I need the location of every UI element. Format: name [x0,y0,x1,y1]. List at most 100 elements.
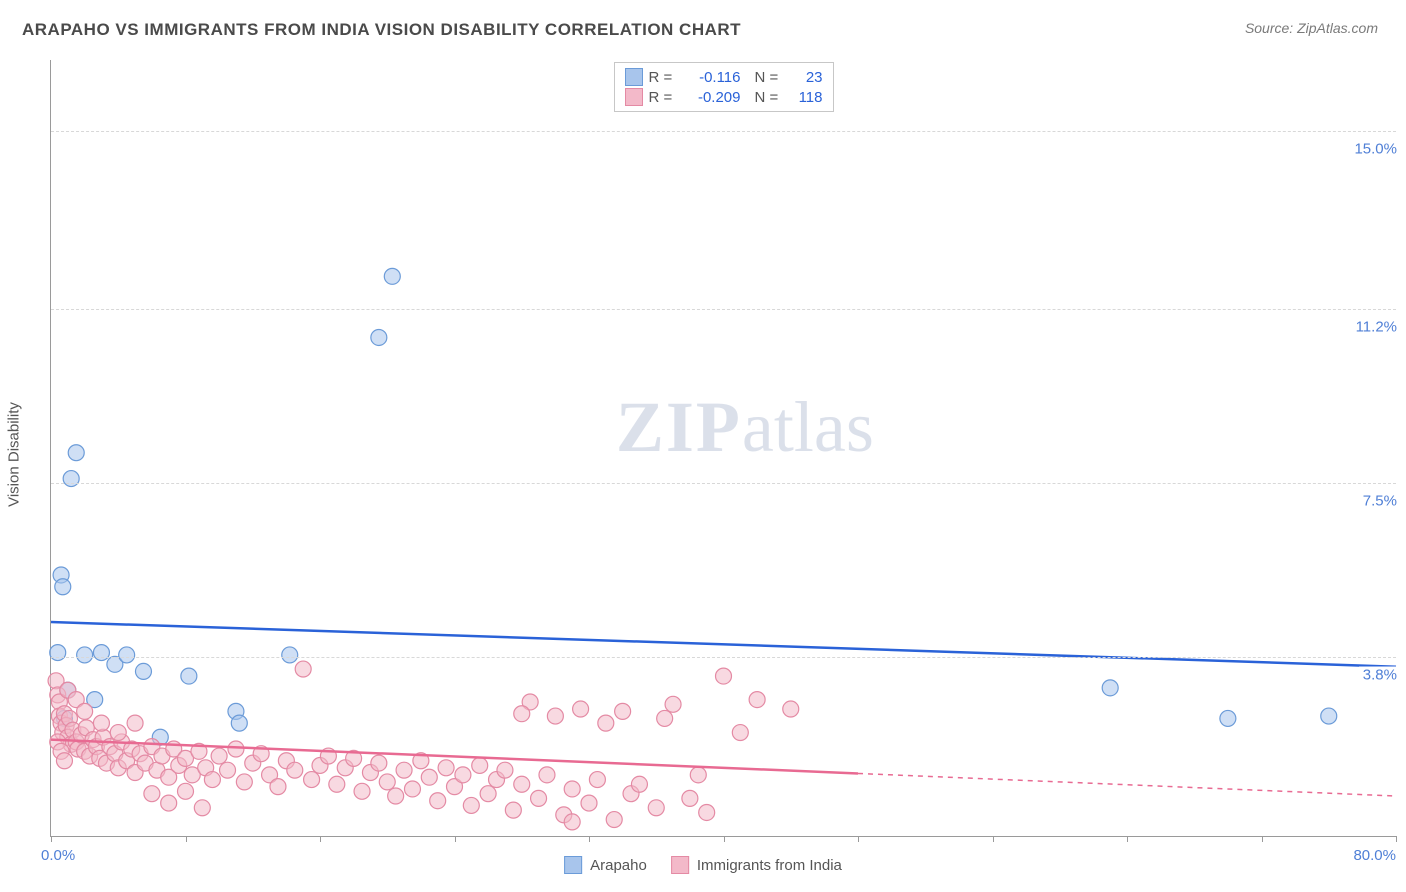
data-point [379,774,395,790]
trend-line-extrapolated [858,773,1396,796]
data-point [1220,710,1236,726]
series-legend: Arapaho Immigrants from India [564,856,842,874]
data-point [231,715,247,731]
data-point [455,767,471,783]
data-point [93,715,109,731]
x-tick [455,836,456,842]
data-point [531,790,547,806]
data-point [547,708,563,724]
data-point [648,800,664,816]
x-axis-max-label: 80.0% [1353,847,1396,864]
x-tick [724,836,725,842]
data-point [699,804,715,820]
x-axis-min-label: 0.0% [41,847,75,864]
trend-line [51,622,1396,667]
x-tick [51,836,52,842]
data-point [505,802,521,818]
x-tick [993,836,994,842]
data-point [564,781,580,797]
legend-item: Arapaho [564,856,647,874]
data-point [665,696,681,712]
data-point [657,710,673,726]
x-tick [589,836,590,842]
data-point [354,783,370,799]
scatter-plot-svg [51,60,1396,836]
data-point [194,800,210,816]
data-point [396,762,412,778]
data-point [606,812,622,828]
data-point [220,762,236,778]
data-point [161,795,177,811]
data-point [77,647,93,663]
data-point [270,779,286,795]
data-point [1321,708,1337,724]
data-point [430,793,446,809]
data-point [514,706,530,722]
chart-title: ARAPAHO VS IMMIGRANTS FROM INDIA VISION … [22,20,741,40]
y-tick-label: 3.8% [1359,667,1401,684]
data-point [287,762,303,778]
legend-series-name: Immigrants from India [697,857,842,874]
chart-plot-area: ZIPatlas R =-0.116N =23R =-0.209N =118 0… [50,60,1396,837]
legend-series-name: Arapaho [590,857,647,874]
data-point [1102,680,1118,696]
data-point [564,814,580,830]
data-point [282,647,298,663]
data-point [56,753,72,769]
data-point [514,776,530,792]
data-point [329,776,345,792]
data-point [304,772,320,788]
data-point [127,715,143,731]
data-point [236,774,252,790]
grid-line [51,483,1396,484]
data-point [682,790,698,806]
data-point [68,445,84,461]
data-point [690,767,706,783]
data-point [631,776,647,792]
data-point [211,748,227,764]
data-point [404,781,420,797]
data-point [384,268,400,284]
data-point [463,797,479,813]
data-point [438,760,454,776]
data-point [598,715,614,731]
data-point [573,701,589,717]
data-point [615,703,631,719]
x-tick [858,836,859,842]
data-point [472,757,488,773]
source-attribution: Source: ZipAtlas.com [1245,20,1378,36]
data-point [119,647,135,663]
x-tick [186,836,187,842]
data-point [228,741,244,757]
grid-line [51,309,1396,310]
data-point [371,329,387,345]
y-axis-label: Vision Disability [6,402,23,507]
y-tick-label: 7.5% [1359,493,1401,510]
x-tick [1127,836,1128,842]
data-point [480,786,496,802]
data-point [144,786,160,802]
legend-item: Immigrants from India [671,856,842,874]
data-point [110,725,126,741]
data-point [749,692,765,708]
data-point [716,668,732,684]
data-point [421,769,437,785]
data-point [589,772,605,788]
data-point [539,767,555,783]
data-point [181,668,197,684]
legend-swatch [671,856,689,874]
data-point [178,783,194,799]
x-tick [320,836,321,842]
data-point [388,788,404,804]
data-point [77,703,93,719]
grid-line [51,131,1396,132]
data-point [295,661,311,677]
data-point [204,772,220,788]
data-point [55,579,71,595]
data-point [371,755,387,771]
x-tick [1396,836,1397,842]
data-point [783,701,799,717]
x-tick [1262,836,1263,842]
data-point [732,725,748,741]
data-point [135,663,151,679]
